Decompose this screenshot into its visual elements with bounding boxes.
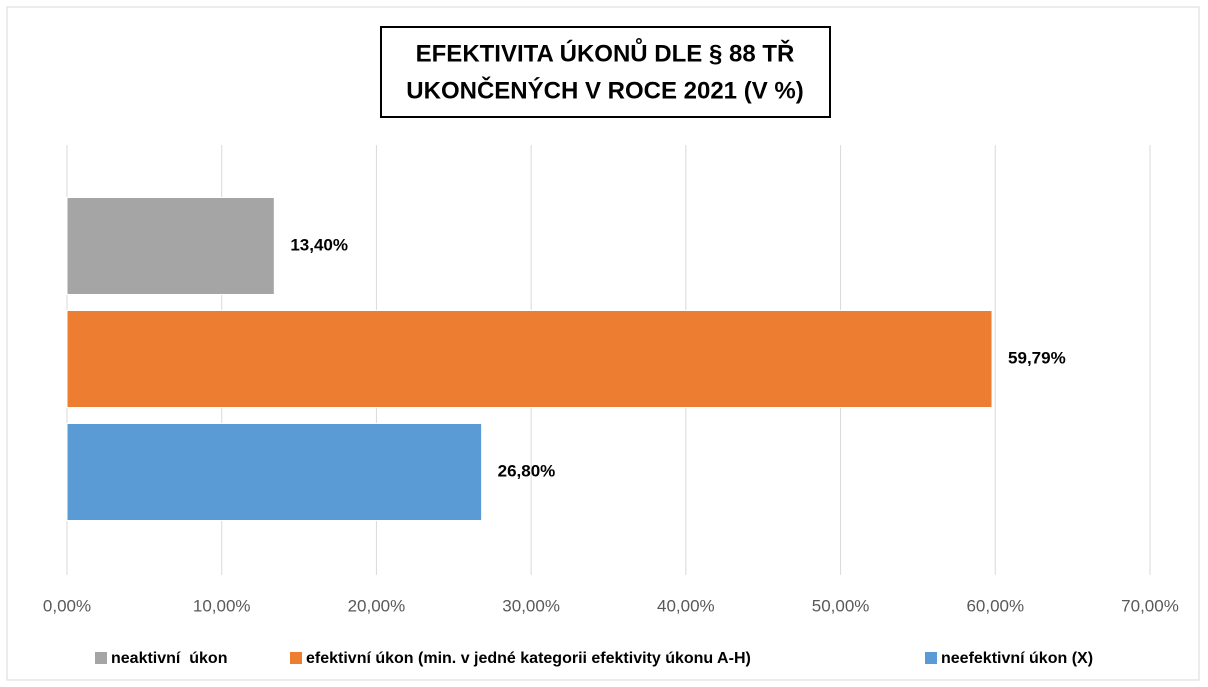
bar <box>66 423 483 521</box>
x-tick-label: 30,00% <box>502 596 560 615</box>
data-label: 26,80% <box>498 461 556 480</box>
legend-swatch <box>95 652 107 664</box>
x-tick-label: 50,00% <box>812 596 870 615</box>
bar <box>66 197 275 295</box>
chart-title: EFEKTIVITA ÚKONŮ DLE § 88 TŘ <box>416 37 795 67</box>
x-tick-label: 60,00% <box>966 596 1024 615</box>
chart-title: UKONČENÝCH V ROCE 2021 (V %) <box>406 76 803 104</box>
title-box <box>380 26 831 118</box>
x-tick-label: 0,00% <box>43 596 91 615</box>
data-label: 13,40% <box>290 235 348 254</box>
data-label: 59,79% <box>1008 348 1066 367</box>
x-tick-label: 40,00% <box>657 596 715 615</box>
bar <box>66 310 993 408</box>
legend-label: neaktivní úkon <box>111 650 227 667</box>
legend-label: efektivní úkon (min. v jedné kategorii e… <box>306 650 751 667</box>
x-tick-label: 20,00% <box>348 596 406 615</box>
x-tick-label: 70,00% <box>1121 596 1179 615</box>
legend-label: neefektivní úkon (X) <box>941 650 1093 667</box>
legend-swatch <box>925 652 937 664</box>
legend-swatch <box>290 652 302 664</box>
x-tick-label: 10,00% <box>193 596 251 615</box>
